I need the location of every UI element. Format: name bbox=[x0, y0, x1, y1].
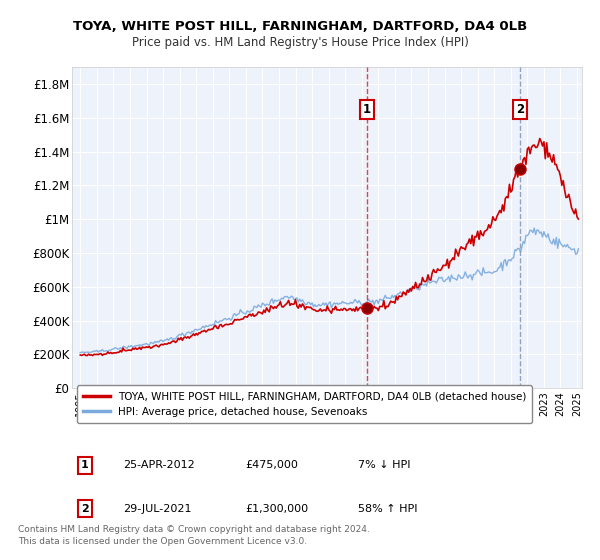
Text: 1: 1 bbox=[81, 460, 89, 470]
Text: 2: 2 bbox=[81, 503, 89, 514]
Text: 2: 2 bbox=[517, 103, 524, 116]
Legend: TOYA, WHITE POST HILL, FARNINGHAM, DARTFORD, DA4 0LB (detached house), HPI: Aver: TOYA, WHITE POST HILL, FARNINGHAM, DARTF… bbox=[77, 385, 532, 423]
Text: 29-JUL-2021: 29-JUL-2021 bbox=[123, 503, 191, 514]
Text: 7% ↓ HPI: 7% ↓ HPI bbox=[358, 460, 410, 470]
Text: Contains HM Land Registry data © Crown copyright and database right 2024.
This d: Contains HM Land Registry data © Crown c… bbox=[18, 525, 370, 546]
Text: £1,300,000: £1,300,000 bbox=[245, 503, 308, 514]
Text: Price paid vs. HM Land Registry's House Price Index (HPI): Price paid vs. HM Land Registry's House … bbox=[131, 36, 469, 49]
Text: £475,000: £475,000 bbox=[245, 460, 298, 470]
Text: TOYA, WHITE POST HILL, FARNINGHAM, DARTFORD, DA4 0LB: TOYA, WHITE POST HILL, FARNINGHAM, DARTF… bbox=[73, 20, 527, 32]
Text: 58% ↑ HPI: 58% ↑ HPI bbox=[358, 503, 417, 514]
Text: 1: 1 bbox=[363, 103, 371, 116]
Text: 25-APR-2012: 25-APR-2012 bbox=[123, 460, 195, 470]
